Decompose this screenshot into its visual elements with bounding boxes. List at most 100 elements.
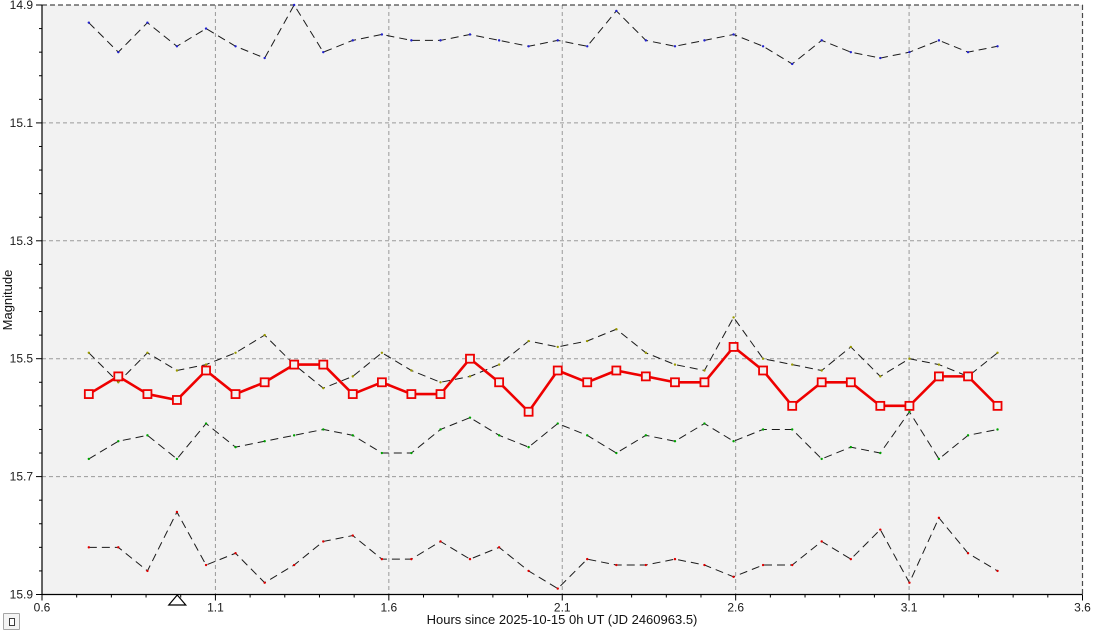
target-star-marker[interactable] (523, 406, 534, 417)
x-tick-label: 1.6 (380, 601, 397, 615)
target-star-marker[interactable] (552, 365, 563, 376)
comparison-4-point-dot (175, 510, 179, 514)
comparison-4-point-dot (586, 557, 589, 561)
x-tick-label: 1.1 (207, 601, 224, 615)
comparison-3-point-dot (380, 451, 384, 455)
comparison-1-point-dot (849, 50, 853, 54)
comparison-3-point-dot (586, 434, 589, 437)
comparison-4-point-dot (351, 534, 354, 537)
square-icon (8, 617, 15, 626)
comparison-3-point-dot (439, 428, 442, 431)
x-tick-label: 2.1 (554, 601, 571, 615)
target-star-marker[interactable] (582, 377, 593, 388)
target-star-marker[interactable] (787, 400, 798, 411)
comparison-1-series-line (88, 4, 998, 65)
comparison-3-point-dot (732, 440, 735, 443)
comparison-1-point-dot (761, 45, 765, 48)
comparison-2-point-dot (146, 351, 149, 355)
comparison-3-point-dot (410, 451, 413, 455)
target-star-marker[interactable] (318, 359, 329, 370)
target-star-marker[interactable] (172, 395, 182, 405)
target-star-marker[interactable] (201, 365, 211, 376)
target-star-marker[interactable] (670, 377, 680, 388)
comparison-4-point-dot (527, 569, 530, 573)
comparison-1-point-dot (87, 21, 91, 24)
target-star-marker[interactable] (611, 365, 622, 376)
target-star-marker[interactable] (289, 359, 300, 370)
comparison-4-point-dot (966, 552, 970, 555)
comparison-3-point-dot (908, 410, 911, 413)
target-star-marker[interactable] (875, 400, 886, 411)
target-star-marker[interactable] (83, 389, 94, 399)
target-star-marker[interactable] (376, 377, 387, 388)
comparison-4-point-dot (879, 528, 882, 531)
comparison-3-point-dot (175, 457, 179, 461)
target-star-marker[interactable] (230, 389, 241, 399)
target-star-marker[interactable] (728, 342, 739, 352)
target-star-marker[interactable] (465, 353, 475, 364)
target-star-marker[interactable] (640, 371, 651, 382)
comparison-1-point-dot (791, 62, 794, 66)
comparison-1-point-dot (204, 27, 208, 30)
target-star-marker[interactable] (963, 371, 973, 382)
comparison-3-point-dot (234, 445, 237, 449)
target-star-marker[interactable] (845, 377, 856, 388)
comparison-3-point-dot (292, 434, 296, 437)
comparison-4-point-dot (703, 563, 706, 567)
comparison-4-point-dot (468, 557, 472, 561)
target-star-marker[interactable] (992, 400, 1003, 411)
comparison-1-point-dot (556, 39, 559, 42)
triangle-marker (167, 594, 188, 606)
comparison-4-point-dot (849, 557, 853, 561)
y-tick-label: 15.3 (10, 234, 34, 248)
target-star-marker[interactable] (758, 365, 768, 376)
comparison-1-point-dot (468, 33, 472, 36)
target-star-marker[interactable] (347, 389, 358, 399)
comparison-1-point-dot (146, 21, 149, 24)
comparison-3-point-dot (322, 428, 325, 431)
comparison-3-series-line (88, 410, 998, 460)
comparison-2-point-dot (527, 339, 530, 343)
comparison-4-point-dot (644, 563, 648, 567)
target-star-marker[interactable] (494, 377, 505, 388)
comparison-1-point-dot (117, 50, 120, 54)
target-star-marker[interactable] (142, 389, 153, 399)
comparison-3-point-dot (644, 434, 648, 437)
comparison-3-point-dot (703, 422, 706, 425)
target-star-marker[interactable] (816, 377, 827, 388)
comparison-3-point-dot (263, 440, 266, 443)
comparison-1-point-dot (732, 33, 735, 36)
comparison-3-point-dot (497, 434, 501, 437)
target-star-marker[interactable] (934, 371, 944, 382)
comparison-4-point-dot (673, 557, 677, 561)
target-star-marker[interactable] (904, 400, 915, 411)
comparison-3-point-dot (87, 457, 91, 461)
target-star-marker[interactable] (435, 389, 446, 399)
comparison-3-point-dot (966, 434, 970, 437)
target-star-marker[interactable] (113, 371, 124, 382)
comparison-1-point-dot (234, 45, 237, 48)
comparison-2-point-dot (879, 375, 882, 378)
comparison-3-point-dot (849, 445, 853, 449)
comparison-4-point-dot (146, 569, 149, 573)
comparison-2-series-line (88, 316, 998, 389)
comparison-2-point-dot (791, 363, 794, 366)
comparison-2-point-dot (732, 316, 735, 319)
comparison-2-point-dot (996, 351, 999, 355)
comparison-4-point-dot (996, 569, 999, 573)
comparison-2-point-dot (497, 363, 501, 366)
comparison-4-point-dot (410, 557, 413, 561)
comparison-3-point-dot (820, 457, 823, 461)
corner-marker-button[interactable] (3, 613, 20, 630)
target-star-marker[interactable] (259, 377, 270, 388)
x-tick-label: 3.6 (1074, 601, 1091, 615)
comparison-1-point-dot (410, 39, 413, 42)
comparison-3-point-dot (204, 422, 208, 425)
comparison-4-point-dot (732, 575, 735, 579)
comparison-4-point-dot (820, 540, 823, 543)
y-tick-label: 15.1 (10, 116, 34, 130)
target-star-marker[interactable] (406, 389, 417, 399)
comparison-3-point-dot (351, 434, 354, 437)
target-star-marker[interactable] (699, 377, 710, 388)
